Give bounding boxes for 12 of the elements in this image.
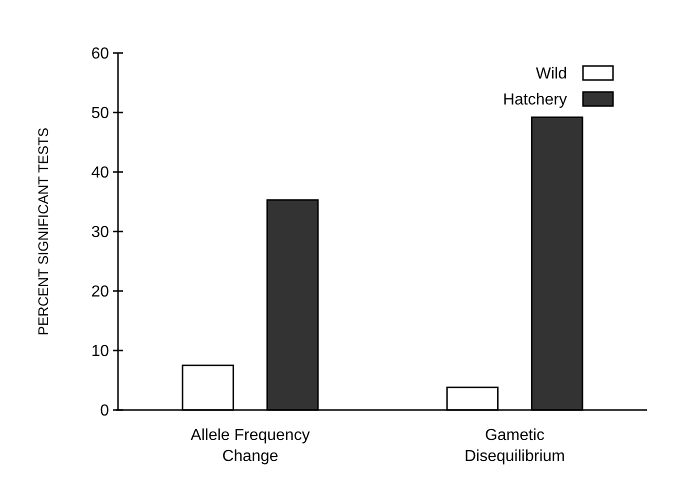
y-tick-label: 60 bbox=[91, 46, 110, 63]
y-axis-title: PERCENT SIGNIFICANT TESTS bbox=[35, 128, 51, 336]
y-tick-label: 20 bbox=[91, 284, 110, 301]
y-tick-label: 10 bbox=[91, 343, 110, 360]
legend-label: Wild bbox=[536, 66, 567, 83]
y-tick-label: 40 bbox=[91, 164, 110, 182]
y-tick-label: 0 bbox=[100, 402, 110, 420]
x-tick-label: Gametic Disequilibrium bbox=[464, 427, 565, 465]
y-tick-label: 30 bbox=[91, 224, 110, 242]
legend-label: Hatchery bbox=[502, 92, 567, 109]
x-tick-label: Allele Frequency Change bbox=[190, 427, 310, 465]
y-tick-label: 50 bbox=[91, 105, 110, 122]
